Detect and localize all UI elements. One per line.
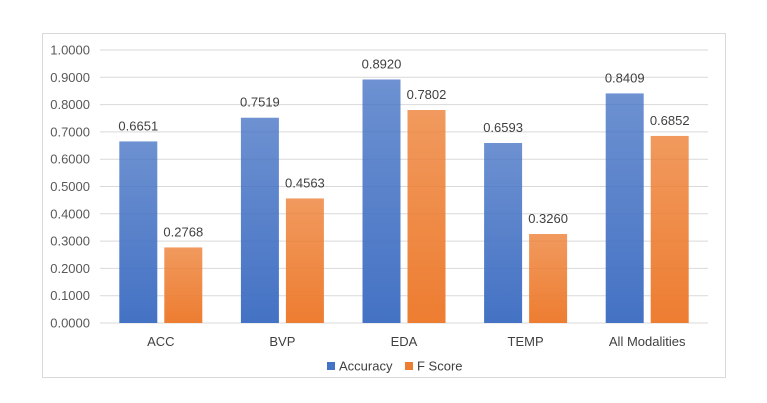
data-label: 0.6651 bbox=[118, 118, 158, 133]
bar-f-score bbox=[164, 247, 203, 323]
data-label: 0.7519 bbox=[240, 95, 280, 110]
x-tick-label: ACC bbox=[147, 334, 174, 349]
x-tick-label: EDA bbox=[391, 334, 418, 349]
y-tick-label: 0.6000 bbox=[50, 152, 90, 167]
legend-label: Accuracy bbox=[339, 359, 393, 374]
legend-swatch bbox=[405, 362, 413, 370]
legend-label: F Score bbox=[417, 359, 463, 374]
data-label: 0.6852 bbox=[650, 113, 690, 128]
data-label: 0.8409 bbox=[605, 70, 645, 85]
bar-f-score bbox=[529, 234, 568, 323]
x-tick-label: All Modalities bbox=[609, 334, 686, 349]
x-tick-label: TEMP bbox=[508, 334, 544, 349]
data-label: 0.7802 bbox=[407, 87, 447, 102]
bar-accuracy bbox=[362, 79, 401, 323]
y-tick-label: 0.9000 bbox=[50, 70, 90, 85]
y-tick-label: 0.0000 bbox=[50, 316, 90, 331]
y-tick-label: 0.7000 bbox=[50, 124, 90, 139]
bar-f-score bbox=[407, 110, 446, 323]
bar-accuracy bbox=[484, 143, 523, 323]
y-tick-label: 0.1000 bbox=[50, 288, 90, 303]
y-tick-label: 0.8000 bbox=[50, 97, 90, 112]
legend-swatch bbox=[327, 362, 335, 370]
data-label: 0.3260 bbox=[528, 211, 568, 226]
bar-accuracy bbox=[605, 93, 644, 324]
bar-accuracy bbox=[240, 117, 279, 324]
data-label: 0.2768 bbox=[163, 224, 203, 239]
bar-f-score bbox=[650, 135, 689, 323]
y-tick-label: 0.5000 bbox=[50, 179, 90, 194]
data-label: 0.4563 bbox=[285, 175, 325, 190]
data-label: 0.8920 bbox=[362, 56, 402, 71]
y-tick-label: 0.3000 bbox=[50, 234, 90, 249]
data-label: 0.6593 bbox=[483, 120, 523, 135]
y-tick-label: 1.0000 bbox=[50, 43, 90, 58]
bar-f-score bbox=[285, 198, 324, 323]
y-tick-label: 0.4000 bbox=[50, 206, 90, 221]
bar-accuracy bbox=[119, 141, 158, 323]
x-tick-label: BVP bbox=[269, 334, 295, 349]
y-tick-label: 0.2000 bbox=[50, 261, 90, 276]
